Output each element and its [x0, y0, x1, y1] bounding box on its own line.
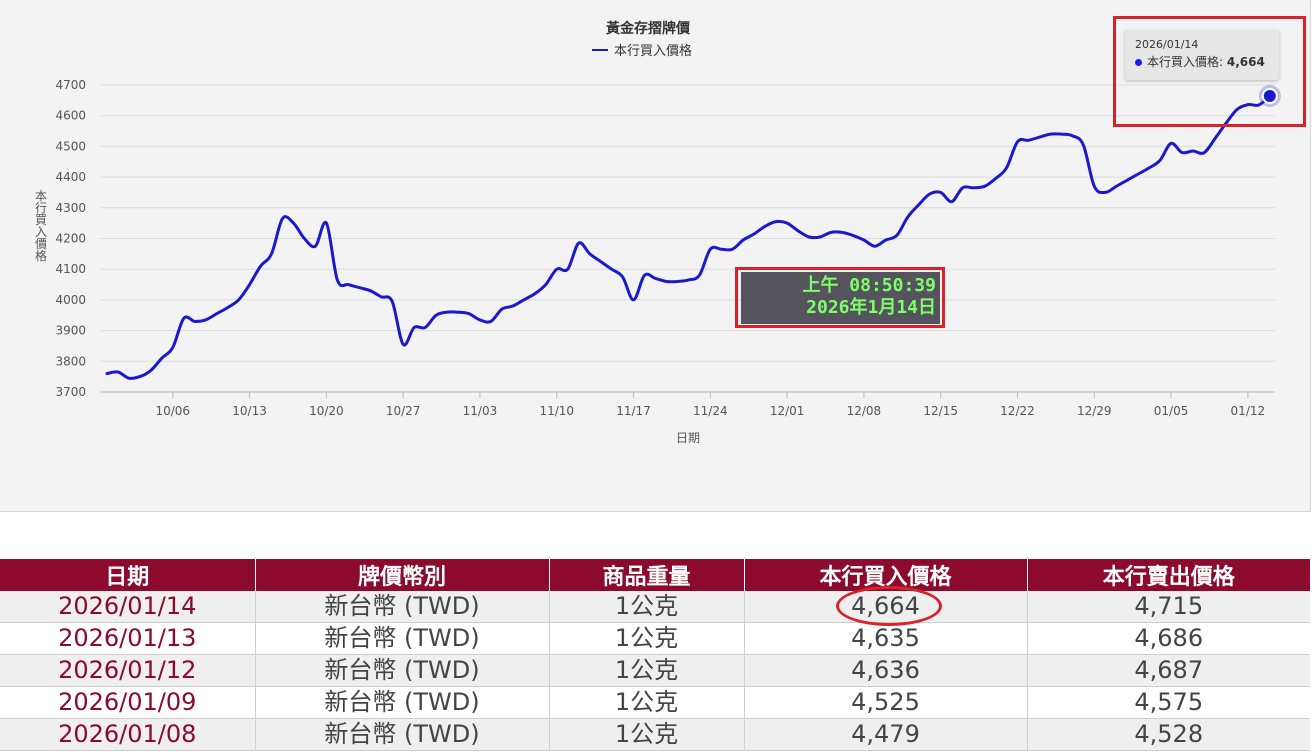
cell-weight: 1公克: [548, 654, 744, 687]
x-tick-label: 11/10: [539, 404, 574, 418]
series-line-buy-price: [105, 94, 1272, 380]
tooltip-value: 4,664: [1226, 55, 1265, 69]
cell-weight: 1公克: [548, 686, 744, 719]
tooltip-highlight-box: [1113, 16, 1306, 127]
y-tick-label: 4000: [55, 293, 86, 307]
cell-sell-price: 4,686: [1026, 622, 1310, 655]
x-tick-label: 12/15: [923, 404, 958, 418]
header-currency[interactable]: 牌價幣別: [254, 559, 549, 591]
table-row: 2026/01/08 新台幣 (TWD) 1公克 4,479 4,528: [0, 718, 1310, 751]
x-tick-label: 12/08: [847, 404, 882, 418]
x-tick-label: 10/06: [155, 404, 190, 418]
y-tick-label: 3700: [55, 385, 86, 399]
y-tick-label: 4700: [55, 78, 86, 92]
cell-buy-price: 4,636: [743, 654, 1027, 687]
cell-buy-price: 4,635: [743, 622, 1027, 655]
header-buy-price[interactable]: 本行買入價格: [743, 559, 1027, 591]
x-tick-label: 01/12: [1231, 404, 1266, 418]
y-tick-label: 3900: [55, 324, 86, 338]
cell-weight: 1公克: [548, 591, 744, 623]
header-sell-price[interactable]: 本行賣出價格: [1026, 559, 1310, 591]
header-weight[interactable]: 商品重量: [548, 559, 744, 591]
x-tick-label: 12/01: [770, 404, 805, 418]
cell-sell-price: 4,715: [1026, 591, 1310, 623]
x-tick-label: 11/24: [693, 404, 728, 418]
cell-date: 2026/01/13: [0, 622, 255, 655]
cell-date: 2026/01/14: [0, 591, 255, 623]
table-header-row: 日期 牌價幣別 商品重量 本行買入價格 本行賣出價格: [0, 559, 1310, 591]
x-axis-title: 日期: [676, 431, 700, 445]
cell-currency: 新台幣 (TWD): [254, 591, 549, 623]
x-tick-label: 10/27: [386, 404, 421, 418]
tooltip-date: 2026/01/14: [1135, 38, 1199, 51]
y-tick-label: 3800: [55, 354, 86, 368]
tooltip-series-label: 本行買入價格:: [1147, 55, 1224, 69]
price-table: 日期 牌價幣別 商品重量 本行買入價格 本行賣出價格 2026/01/14 新台…: [0, 559, 1310, 751]
cell-currency: 新台幣 (TWD): [254, 622, 549, 655]
x-tick-label: 10/13: [232, 404, 267, 418]
chart-title: 黃金存摺牌價: [605, 20, 691, 37]
header-date[interactable]: 日期: [0, 559, 255, 591]
cell-currency: 新台幣 (TWD): [254, 718, 549, 751]
cell-currency: 新台幣 (TWD): [254, 654, 549, 687]
timestamp-date: 2026年1月14日: [806, 297, 936, 318]
y-tick-label: 4300: [55, 201, 86, 215]
timestamp-highlight-box: [735, 267, 945, 328]
cell-sell-price: 4,575: [1026, 686, 1310, 719]
cell-buy-price: 4,525: [743, 686, 1027, 719]
y-tick-label: 4600: [55, 109, 86, 123]
table-row: 2026/01/14 新台幣 (TWD) 1公克 4,664 4,715: [0, 591, 1310, 623]
cell-weight: 1公克: [548, 622, 744, 655]
chart-panel: 黃金存摺牌價 本行買入價格 3700 3800 3900 4000 4100 4200 43…: [0, 0, 1311, 512]
x-tick-label: 01/05: [1154, 404, 1189, 418]
cell-date: 2026/01/12: [0, 654, 255, 687]
cell-date: 2026/01/08: [0, 718, 255, 751]
timestamp-time: 上午 08:50:39: [802, 275, 936, 296]
cell-sell-price: 4,528: [1026, 718, 1310, 751]
x-tick-label: 11/17: [616, 404, 651, 418]
timestamp-overlay: 上午 08:50:39 2026年1月14日: [741, 272, 940, 324]
chart-tooltip: 2026/01/14 本行買入價格: 4,664: [1125, 30, 1279, 80]
cell-buy-price: 4,479: [743, 718, 1027, 751]
x-axis-ticks: 10/06 10/13 10/20 10/27 11/03 11/10 11/17 11/24…: [155, 392, 1265, 418]
hover-marker[interactable]: [1261, 88, 1278, 105]
grid-lines: [100, 84, 1275, 393]
y-axis-ticks: 3700 3800 3900 4000 4100 4200 4300 4400 4500 4600…: [55, 78, 86, 399]
cell-sell-price: 4,687: [1026, 654, 1310, 687]
x-tick-label: 12/29: [1077, 404, 1112, 418]
cell-currency: 新台幣 (TWD): [254, 686, 549, 719]
x-tick-label: 11/03: [463, 404, 498, 418]
y-tick-label: 4400: [55, 170, 86, 184]
y-axis-title: 本行買入價格: [35, 189, 47, 263]
y-tick-label: 4100: [55, 262, 86, 276]
y-tick-label: 4500: [55, 139, 86, 153]
table-row: 2026/01/13 新台幣 (TWD) 1公克 4,635 4,686: [0, 622, 1310, 655]
cell-weight: 1公克: [548, 718, 744, 751]
x-tick-label: 12/22: [1000, 404, 1035, 418]
x-tick-label: 10/20: [309, 404, 344, 418]
price-line-chart: 黃金存摺牌價 本行買入價格 3700 3800 3900 4000 4100 4200 43…: [35, 20, 1281, 445]
legend-label[interactable]: 本行買入價格: [614, 43, 692, 59]
series-dot-icon: [1135, 59, 1142, 66]
buy-price-highlight-circle: [836, 586, 942, 626]
tooltip-row: 本行買入價格: 4,664: [1135, 53, 1265, 70]
cell-date: 2026/01/09: [0, 686, 255, 719]
table-row: 2026/01/09 新台幣 (TWD) 1公克 4,525 4,575: [0, 686, 1310, 719]
table-row: 2026/01/12 新台幣 (TWD) 1公克 4,636 4,687: [0, 654, 1310, 687]
y-tick-label: 4200: [55, 232, 86, 246]
